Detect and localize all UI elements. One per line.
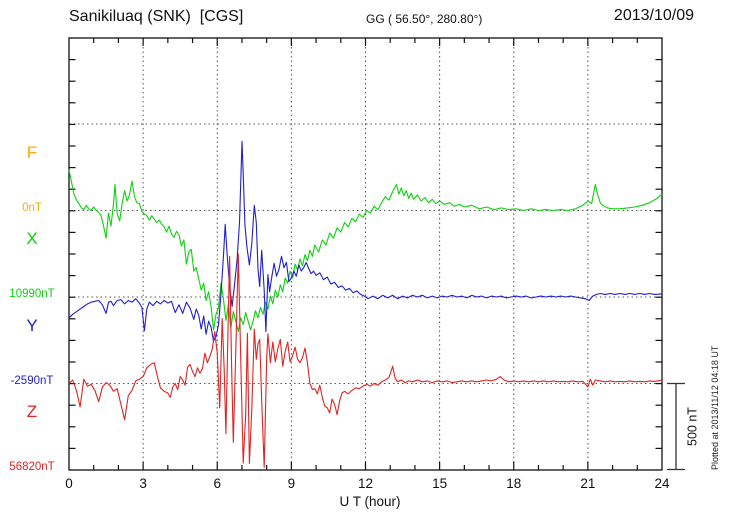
trace-x [68,169,663,333]
component-x-baseline-value: 10990nT [9,288,55,300]
x-tick-label: 21 [580,476,596,491]
component-label-f: F 0nT [0,105,64,252]
x-tick-label: 9 [287,476,296,491]
x-tick-label: 6 [213,476,222,491]
component-z-baseline-value: 56820nT [9,461,55,473]
plotted-at-note: Plotted at 2013/11/12 04:18 UT [710,345,720,470]
component-label-y: Y -2590nT [0,278,64,425]
x-tick-label: 12 [357,476,374,491]
x-tick-label: 0 [65,476,73,491]
component-x-letter: X [26,229,38,248]
geographic-coordinates: GG ( 56.50°, 280.80°) [366,12,483,26]
component-label-x: X 10990nT [0,191,64,338]
component-y-letter: Y [26,316,38,335]
trace-z [68,253,663,468]
x-tick-label: 15 [432,476,448,491]
x-tick-label: 18 [506,476,522,491]
component-label-z: Z 56820nT [0,364,64,511]
component-f-letter: F [26,143,38,162]
component-z-letter: Z [26,402,38,421]
x-axis-label: U T (hour) [339,494,401,509]
scale-bar-label: 500 nT [685,407,700,446]
plot-date: 2013/10/09 [613,7,694,24]
station-title: Sanikiluaq (SNK) [CGS] [69,8,244,25]
component-f-baseline-value: 0nT [22,202,42,214]
trace-y [68,140,663,342]
x-tick-label: 24 [654,476,670,491]
x-tick-label: 3 [139,476,147,491]
component-y-baseline-value: -2590nT [10,375,54,387]
